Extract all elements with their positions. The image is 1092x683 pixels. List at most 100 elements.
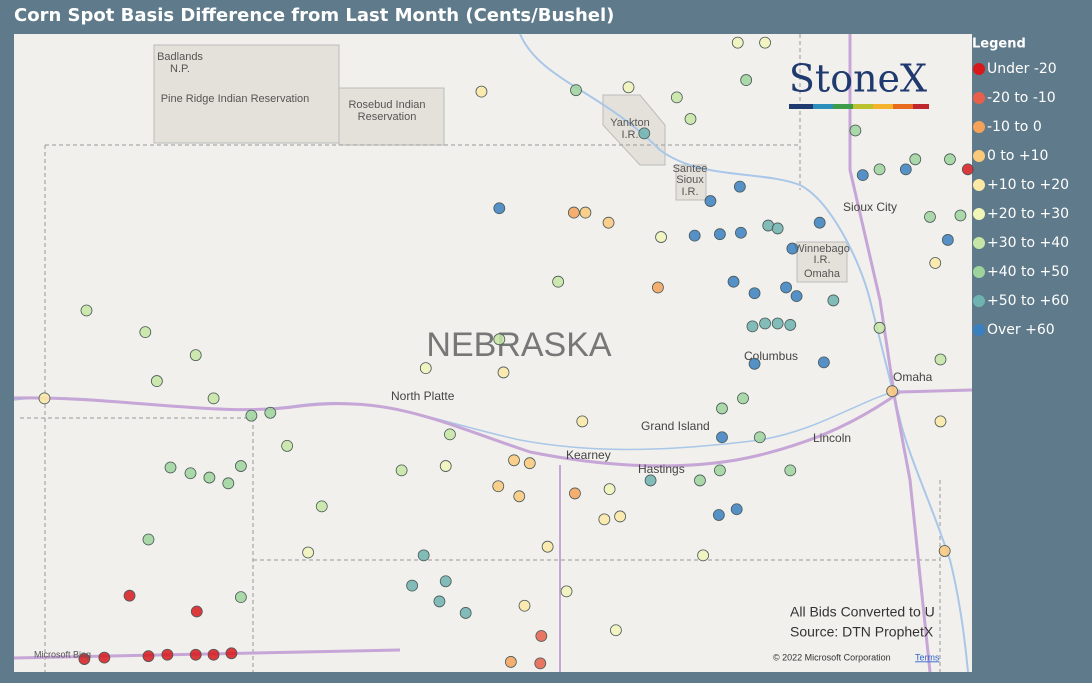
bid-point bbox=[771, 317, 784, 330]
bid-point bbox=[78, 653, 91, 665]
bid-point bbox=[759, 36, 771, 49]
bid-point bbox=[655, 231, 667, 243]
bid-point bbox=[733, 180, 746, 193]
bid-point bbox=[737, 392, 749, 405]
bid-point bbox=[688, 229, 701, 242]
bid-point bbox=[576, 415, 589, 428]
legend-swatch bbox=[973, 237, 985, 249]
bid-point bbox=[614, 510, 627, 523]
legend-label: +50 to +60 bbox=[987, 293, 1069, 309]
bid-point bbox=[727, 275, 740, 288]
bid-point bbox=[281, 439, 294, 452]
bid-point bbox=[753, 431, 766, 444]
bid-point bbox=[740, 74, 753, 86]
bid-point bbox=[849, 124, 862, 137]
bid-point bbox=[924, 211, 936, 223]
bid-point bbox=[598, 513, 611, 526]
bid-point bbox=[245, 409, 258, 422]
bid-point bbox=[934, 353, 947, 366]
city-label: Sioux City bbox=[843, 200, 897, 214]
place-label: Sioux bbox=[676, 174, 704, 186]
place-label: Badlands bbox=[157, 51, 203, 63]
bid-point bbox=[817, 356, 830, 369]
bid-point bbox=[786, 242, 799, 255]
bid-point bbox=[567, 206, 580, 219]
bid-point bbox=[225, 647, 238, 660]
bid-point bbox=[746, 320, 759, 333]
bid-point bbox=[189, 648, 202, 661]
legend-swatch bbox=[973, 150, 985, 162]
bid-point bbox=[748, 357, 761, 370]
bid-point bbox=[439, 460, 452, 472]
bid-point bbox=[716, 431, 728, 444]
bid-point bbox=[207, 648, 220, 661]
place-label: Pine Ridge Indian Reservation bbox=[161, 93, 310, 105]
place-label: Rosebud Indian bbox=[348, 99, 425, 111]
legend-label: +20 to +30 bbox=[987, 206, 1069, 222]
bid-point bbox=[954, 209, 967, 222]
bid-point bbox=[771, 222, 784, 235]
legend-label: -10 to 0 bbox=[987, 119, 1042, 135]
bid-point bbox=[419, 362, 432, 375]
bid-point bbox=[886, 385, 899, 398]
bid-point bbox=[493, 202, 506, 215]
city-label: Hastings bbox=[638, 462, 685, 476]
bid-point bbox=[941, 234, 954, 246]
bid-point bbox=[644, 474, 657, 487]
bid-point bbox=[234, 591, 247, 604]
bid-point bbox=[856, 169, 869, 182]
legend-label: +30 to +40 bbox=[987, 235, 1069, 251]
bid-point bbox=[827, 294, 840, 307]
bing-logo: Microsoft Bing bbox=[34, 649, 91, 659]
bid-point bbox=[759, 317, 771, 330]
bid-point bbox=[38, 392, 51, 405]
bid-point bbox=[603, 483, 616, 495]
bid-point bbox=[570, 84, 582, 97]
bid-point bbox=[139, 326, 152, 339]
note: All Bids Converted to U bbox=[790, 604, 935, 620]
bid-point bbox=[934, 415, 947, 428]
chart-title: Corn Spot Basis Difference from Last Mon… bbox=[14, 5, 614, 26]
bid-point bbox=[684, 113, 697, 125]
bid-point bbox=[203, 471, 216, 484]
city-label: Lincoln bbox=[813, 431, 851, 445]
bid-point bbox=[190, 605, 203, 618]
terms-link[interactable]: Terms bbox=[915, 652, 940, 662]
bid-point bbox=[899, 163, 912, 176]
points-layer bbox=[38, 36, 974, 670]
bid-point bbox=[184, 467, 197, 480]
bid-point bbox=[704, 195, 717, 207]
note: Source: DTN ProphetX bbox=[790, 624, 934, 640]
place-label: Reservation bbox=[358, 111, 417, 123]
bid-point bbox=[909, 153, 922, 166]
bid-point bbox=[730, 503, 743, 516]
bid-point bbox=[790, 290, 803, 303]
bid-point bbox=[142, 533, 155, 546]
bid-point bbox=[222, 477, 235, 490]
bid-point bbox=[694, 474, 706, 487]
bid-point bbox=[523, 457, 536, 470]
place-label: I.R. bbox=[681, 186, 698, 198]
bid-point bbox=[713, 464, 726, 477]
bid-point bbox=[873, 163, 886, 176]
legend-swatch bbox=[973, 92, 985, 104]
legend-label: +40 to +50 bbox=[987, 264, 1069, 280]
legend-title: Legend bbox=[972, 37, 1026, 52]
place-label: Yankton bbox=[610, 117, 650, 129]
bid-point bbox=[395, 464, 408, 477]
bid-point bbox=[123, 589, 136, 602]
bid-point bbox=[189, 349, 202, 362]
bid-point bbox=[534, 657, 547, 670]
bid-point bbox=[929, 257, 942, 269]
brand-logo: StoneX bbox=[789, 57, 927, 101]
place-label: N.P. bbox=[170, 63, 190, 75]
place-label: Winnebago bbox=[794, 243, 850, 255]
bid-point bbox=[784, 464, 797, 477]
bid-point bbox=[652, 281, 664, 294]
bid-point bbox=[610, 624, 622, 637]
legend-label: 0 to +10 bbox=[987, 148, 1048, 164]
bid-point bbox=[560, 585, 573, 598]
bid-point bbox=[513, 490, 526, 503]
